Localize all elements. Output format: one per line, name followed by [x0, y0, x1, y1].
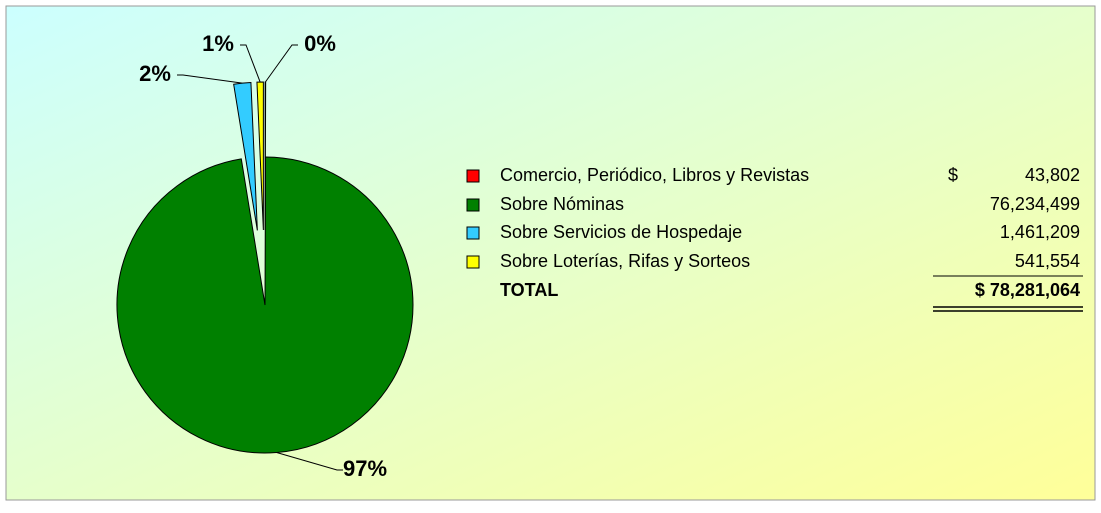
- legend-swatch: [466, 226, 480, 240]
- leader-line: [177, 74, 243, 84]
- amount: 76,234,499: [990, 194, 1080, 214]
- legend-swatch: [466, 198, 480, 212]
- amount: 43,802: [1025, 165, 1080, 185]
- data-label: 97%: [343, 456, 387, 481]
- legend-swatch: [466, 255, 480, 269]
- leader-line: [276, 452, 343, 471]
- legend-label: Sobre Nóminas: [500, 194, 624, 214]
- legend-label: Sobre Servicios de Hospedaje: [500, 222, 742, 242]
- legend-label: Sobre Loterías, Rifas y Sorteos: [500, 251, 750, 271]
- currency: $: [948, 165, 958, 185]
- pie-slice: [233, 82, 258, 231]
- data-label: 1%: [202, 31, 234, 56]
- pie-slice: [116, 156, 414, 454]
- leader-line: [240, 44, 261, 83]
- amount: 541,554: [1015, 251, 1080, 271]
- legend-label: Comercio, Periódico, Libros y Revistas: [500, 165, 809, 185]
- data-label: 0%: [304, 31, 336, 56]
- leader-line: [264, 44, 298, 83]
- data-label: 2%: [139, 61, 171, 86]
- pie-slice: [256, 81, 264, 231]
- total: $ 78,281,064: [975, 280, 1080, 300]
- amount: 1,461,209: [1000, 222, 1080, 242]
- total-label: TOTAL: [500, 280, 558, 300]
- legend-swatch: [466, 169, 480, 183]
